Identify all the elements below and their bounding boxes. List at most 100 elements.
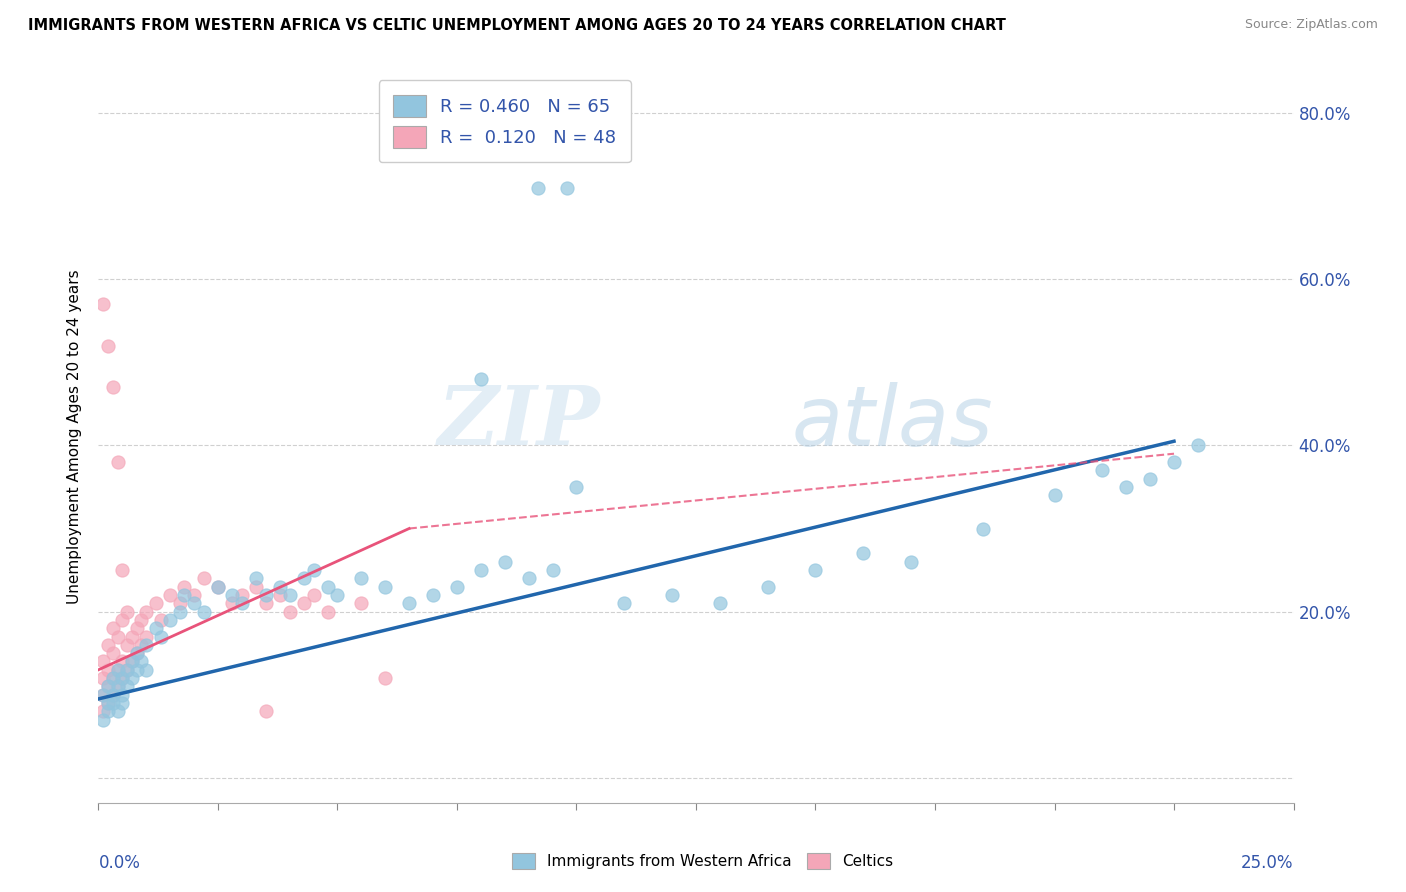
Point <box>107 705 129 719</box>
Point <box>111 671 134 685</box>
Point <box>804 563 827 577</box>
Text: 25.0%: 25.0% <box>1241 854 1294 872</box>
Point <box>852 546 875 560</box>
Point <box>101 621 124 635</box>
Point <box>278 588 301 602</box>
Point <box>374 671 396 685</box>
Point <box>302 563 325 577</box>
Point <box>1163 455 1185 469</box>
Point <box>135 605 157 619</box>
Point <box>527 180 550 194</box>
Point <box>1187 438 1209 452</box>
Point <box>173 588 195 602</box>
Point <box>149 613 172 627</box>
Point <box>398 596 420 610</box>
Point <box>316 580 339 594</box>
Point <box>709 596 731 610</box>
Point <box>565 480 588 494</box>
Point <box>231 596 253 610</box>
Point <box>254 588 277 602</box>
Point <box>494 555 516 569</box>
Point <box>245 580 267 594</box>
Point <box>131 613 153 627</box>
Point <box>125 646 148 660</box>
Point <box>661 588 683 602</box>
Point <box>107 663 129 677</box>
Point <box>972 521 994 535</box>
Point <box>121 655 143 669</box>
Point <box>107 455 129 469</box>
Point <box>613 596 636 610</box>
Point <box>91 705 114 719</box>
Point <box>135 638 157 652</box>
Point <box>101 696 124 710</box>
Point <box>159 613 181 627</box>
Point <box>254 705 277 719</box>
Point <box>269 580 291 594</box>
Point <box>326 588 349 602</box>
Point <box>91 297 114 311</box>
Text: Source: ZipAtlas.com: Source: ZipAtlas.com <box>1244 18 1378 31</box>
Point <box>97 338 120 352</box>
Point <box>169 605 191 619</box>
Y-axis label: Unemployment Among Ages 20 to 24 years: Unemployment Among Ages 20 to 24 years <box>67 269 83 605</box>
Point <box>292 596 315 610</box>
Text: IMMIGRANTS FROM WESTERN AFRICA VS CELTIC UNEMPLOYMENT AMONG AGES 20 TO 24 YEARS : IMMIGRANTS FROM WESTERN AFRICA VS CELTIC… <box>28 18 1007 33</box>
Point <box>374 580 396 594</box>
Point <box>97 663 120 677</box>
Point <box>111 655 134 669</box>
Point <box>422 588 444 602</box>
Point <box>97 696 120 710</box>
Point <box>1043 488 1066 502</box>
Point <box>173 580 195 594</box>
Point <box>470 563 492 577</box>
Point <box>231 588 253 602</box>
Point <box>107 680 129 694</box>
Point <box>555 180 578 194</box>
Point <box>207 580 229 594</box>
Point <box>159 588 181 602</box>
Point <box>183 596 205 610</box>
Point <box>125 646 148 660</box>
Point <box>97 696 120 710</box>
Point <box>169 596 191 610</box>
Point <box>97 638 120 652</box>
Point <box>446 580 468 594</box>
Point <box>111 613 134 627</box>
Point <box>101 646 124 660</box>
Point <box>91 713 114 727</box>
Point <box>131 638 153 652</box>
Point <box>91 655 114 669</box>
Point <box>316 605 339 619</box>
Point <box>470 372 492 386</box>
Point <box>107 630 129 644</box>
Point <box>221 588 243 602</box>
Point <box>183 588 205 602</box>
Point <box>91 671 114 685</box>
Point <box>900 555 922 569</box>
Point <box>97 680 120 694</box>
Point <box>292 571 315 585</box>
Point <box>101 380 124 394</box>
Point <box>97 705 120 719</box>
Point <box>245 571 267 585</box>
Point <box>135 663 157 677</box>
Point <box>111 563 134 577</box>
Point <box>111 671 134 685</box>
Point <box>115 663 138 677</box>
Point <box>541 563 564 577</box>
Point <box>193 605 215 619</box>
Point <box>207 580 229 594</box>
Point <box>135 630 157 644</box>
Point <box>254 596 277 610</box>
Point <box>111 696 134 710</box>
Legend: Immigrants from Western Africa, Celtics: Immigrants from Western Africa, Celtics <box>506 847 900 875</box>
Point <box>101 671 124 685</box>
Point <box>269 588 291 602</box>
Point <box>101 671 124 685</box>
Point <box>131 655 153 669</box>
Point <box>121 671 143 685</box>
Point <box>107 663 129 677</box>
Point <box>101 688 124 702</box>
Text: atlas: atlas <box>792 382 993 463</box>
